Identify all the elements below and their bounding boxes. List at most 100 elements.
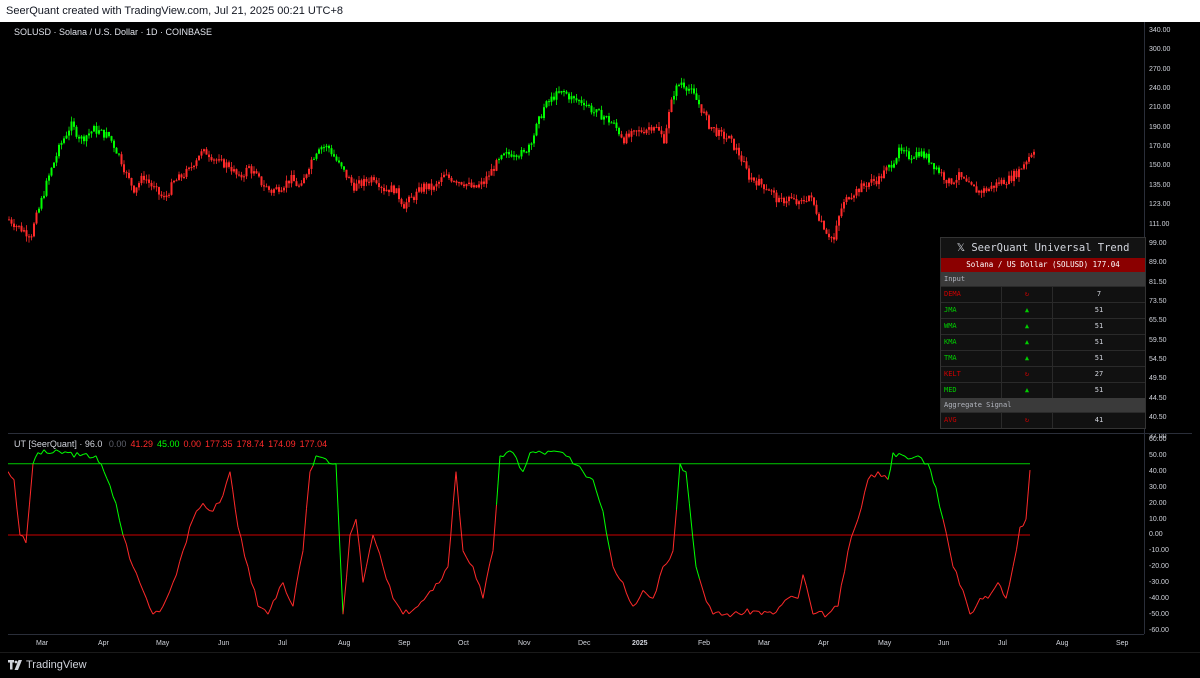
indicator-line-segment bbox=[891, 453, 894, 469]
candle-body bbox=[223, 159, 225, 167]
indicator-line-segment bbox=[153, 611, 156, 614]
tradingview-logo[interactable]: TradingView bbox=[8, 659, 87, 671]
candle-body bbox=[493, 169, 495, 171]
candle-body bbox=[533, 135, 535, 143]
indicator-line-segment bbox=[248, 567, 251, 583]
candle-body bbox=[553, 97, 555, 100]
row-value: 51 bbox=[1053, 319, 1145, 334]
table-row-jma: JMA▲51 bbox=[941, 302, 1145, 318]
candle-body bbox=[1031, 155, 1033, 157]
row-name: DEMA bbox=[941, 287, 1002, 302]
indicator-line-segment bbox=[653, 591, 656, 599]
candle-body bbox=[211, 157, 213, 160]
indicator-line-segment bbox=[104, 472, 107, 479]
indicator-line-segment bbox=[251, 583, 254, 591]
time-tick: Sep bbox=[398, 640, 410, 647]
candle-body bbox=[528, 145, 530, 153]
candle-body bbox=[783, 198, 785, 203]
candle-body bbox=[241, 175, 243, 178]
indicator-line-segment bbox=[779, 605, 782, 608]
candle-body bbox=[261, 176, 263, 185]
candle-body bbox=[973, 185, 975, 187]
indicator-line-segment bbox=[816, 612, 819, 614]
candle-body bbox=[421, 187, 423, 191]
candle-body bbox=[226, 162, 228, 167]
candle-body bbox=[518, 156, 520, 157]
indicator-line-segment bbox=[767, 612, 770, 613]
indicator-line-segment bbox=[915, 456, 918, 457]
row-name: WMA bbox=[941, 319, 1002, 334]
candle-body bbox=[381, 187, 383, 188]
indicator-line-segment bbox=[764, 611, 767, 612]
candle-body bbox=[38, 209, 40, 213]
candle-body bbox=[158, 187, 160, 194]
price-tick: 59.50 bbox=[1149, 337, 1167, 344]
candle-body bbox=[931, 163, 933, 164]
candle-body bbox=[461, 182, 463, 184]
time-tick: 2025 bbox=[632, 640, 648, 647]
indicator-line-segment bbox=[340, 540, 344, 615]
indicator-line-segment bbox=[806, 586, 809, 600]
indicator-line-segment bbox=[566, 456, 569, 457]
indicator-line-segment bbox=[660, 567, 663, 577]
candle-body bbox=[818, 214, 820, 221]
candle-body bbox=[961, 172, 963, 177]
row-signal: ↻ bbox=[1002, 287, 1053, 302]
indicator-line-segment bbox=[542, 453, 545, 455]
candle-body bbox=[748, 168, 750, 179]
candle-body bbox=[866, 186, 868, 187]
indicator-line-segment bbox=[977, 598, 980, 605]
candle-body bbox=[491, 169, 493, 176]
indicator-line-segment bbox=[696, 567, 700, 579]
candle-body bbox=[796, 199, 798, 204]
candle-body bbox=[188, 168, 190, 169]
indicator-line-segment bbox=[724, 614, 727, 615]
candle-body bbox=[186, 169, 188, 177]
indicator-line-segment bbox=[273, 598, 276, 600]
candle-body bbox=[576, 98, 578, 100]
indicator-line-segment bbox=[350, 528, 353, 535]
candle-body bbox=[693, 88, 695, 93]
indicator-line-segment bbox=[230, 472, 233, 490]
time-tick: Jun bbox=[938, 640, 949, 647]
candle-body bbox=[486, 176, 488, 184]
indicator-line-segment bbox=[303, 508, 307, 550]
indicator-line-segment bbox=[822, 611, 825, 617]
candle-body bbox=[868, 183, 870, 187]
row-value: 7 bbox=[1053, 287, 1145, 302]
candle-body bbox=[768, 190, 770, 191]
indicator-line-segment bbox=[366, 550, 369, 567]
candle-body bbox=[228, 162, 230, 167]
indicator-line-segment bbox=[911, 457, 914, 458]
indicator-line-segment bbox=[739, 613, 742, 614]
indicator-line-segment bbox=[554, 451, 557, 452]
indicator-line-segment bbox=[59, 451, 62, 453]
indicator-line-segment bbox=[83, 454, 86, 455]
indicator-line-segment bbox=[973, 605, 976, 611]
indicator-line-segment bbox=[759, 611, 762, 614]
indicator-line-segment bbox=[480, 586, 483, 599]
candle-body bbox=[591, 106, 593, 113]
indicator-line-segment bbox=[53, 450, 56, 453]
price-tick: 73.50 bbox=[1149, 298, 1167, 305]
indicator-line-segment bbox=[533, 452, 536, 453]
candle-body bbox=[563, 91, 565, 92]
indicator-line-segment bbox=[77, 453, 80, 456]
candle-body bbox=[546, 101, 548, 107]
candle-body bbox=[513, 155, 515, 156]
candle-body bbox=[571, 96, 573, 99]
candle-body bbox=[163, 196, 165, 197]
candle-body bbox=[441, 177, 443, 182]
indicator-line-segment bbox=[210, 511, 213, 512]
candle-body bbox=[933, 163, 935, 169]
indicator-line-segment bbox=[871, 475, 874, 478]
candle-body bbox=[991, 186, 993, 189]
time-tick: Oct bbox=[458, 640, 469, 647]
indicator-line-segment bbox=[928, 464, 931, 471]
indicator-line-segment bbox=[596, 491, 599, 502]
